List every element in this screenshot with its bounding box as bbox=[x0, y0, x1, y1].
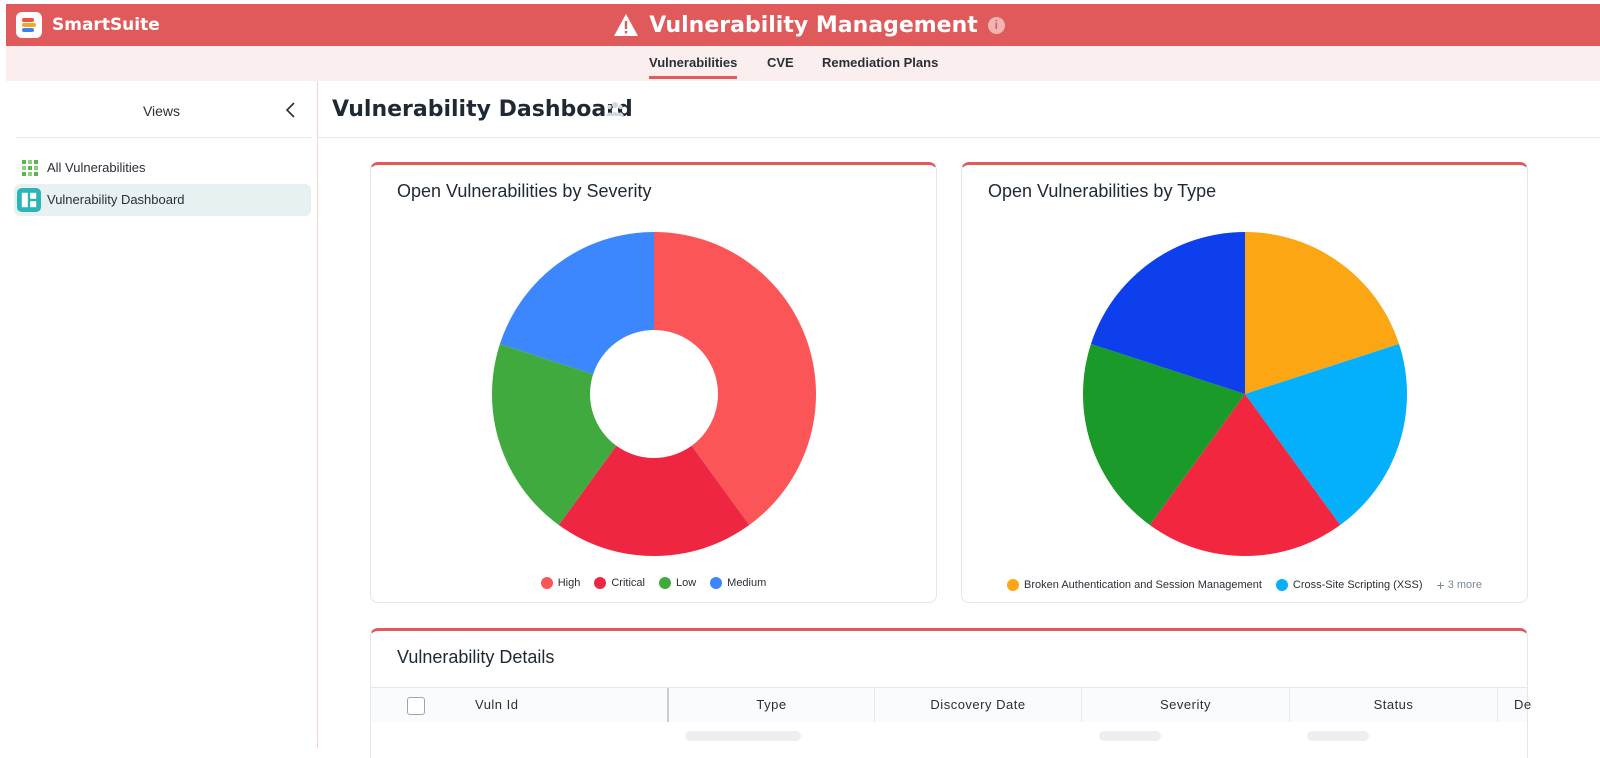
app-title: Vulnerability Management bbox=[649, 12, 978, 38]
column-header-type[interactable]: Type bbox=[667, 688, 874, 722]
column-header-description[interactable]: De bbox=[1497, 688, 1537, 722]
severity-tag-placeholder bbox=[1099, 731, 1161, 741]
pie-slice[interactable] bbox=[654, 232, 816, 526]
legend-label: Cross-Site Scripting (XSS) bbox=[1292, 579, 1423, 591]
legend-label: High bbox=[557, 577, 581, 589]
page-title: Vulnerability Dashboard bbox=[332, 97, 633, 122]
pie-slice[interactable] bbox=[492, 343, 617, 526]
legend-swatch bbox=[540, 577, 553, 589]
sidebar-item-label: All Vulnerabilities bbox=[47, 160, 146, 175]
legend-swatch bbox=[1007, 579, 1020, 591]
sidebar-item-all-vulnerabilities[interactable]: All Vulnerabilities bbox=[14, 152, 311, 184]
chart-title: Open Vulnerabilities by Type bbox=[988, 181, 1217, 201]
tab-remediation-plans[interactable]: Remediation Plans bbox=[822, 55, 939, 70]
brand-name[interactable]: SmartSuite bbox=[52, 15, 160, 35]
pie-slice[interactable] bbox=[1245, 232, 1400, 394]
type-pie-chart bbox=[1083, 232, 1407, 556]
legend-item[interactable]: Critical bbox=[594, 577, 645, 589]
type-chart-card: Open Vulnerabilities by Type Broken Auth… bbox=[961, 162, 1528, 603]
sidebar-item-label: Vulnerability Dashboard bbox=[47, 192, 185, 207]
people-icon[interactable] bbox=[606, 101, 624, 117]
column-header-status[interactable]: Status bbox=[1289, 688, 1497, 722]
pie-slice[interactable] bbox=[1083, 343, 1245, 526]
legend-swatch bbox=[710, 577, 723, 589]
app-header: SmartSuite Vulnerability Management i bbox=[6, 4, 1600, 46]
tab-bar: Vulnerabilities CVE Remediation Plans bbox=[6, 46, 1600, 81]
legend-item[interactable]: High bbox=[540, 577, 581, 589]
details-title: Vulnerability Details bbox=[397, 647, 555, 667]
legend-label: Low bbox=[675, 577, 697, 589]
legend-item[interactable]: Broken Authentication and Session Manage… bbox=[1007, 577, 1262, 593]
pie-slice[interactable] bbox=[499, 232, 654, 375]
column-header-severity[interactable]: Severity bbox=[1081, 688, 1289, 722]
legend-swatch bbox=[1275, 579, 1288, 591]
legend-item[interactable]: Medium bbox=[710, 577, 766, 589]
tab-cve[interactable]: CVE bbox=[767, 55, 794, 70]
severity-chart-card: Open Vulnerabilities by Severity High Cri… bbox=[370, 162, 937, 603]
warning-icon bbox=[614, 14, 639, 36]
legend-swatch bbox=[594, 577, 607, 589]
sidebar-divider bbox=[16, 137, 312, 138]
select-all-checkbox[interactable] bbox=[407, 697, 425, 715]
table-header: Vuln Id Type Discovery Date Severity Sta… bbox=[371, 687, 1531, 722]
pie-slice[interactable] bbox=[558, 445, 750, 556]
grid-icon bbox=[22, 160, 38, 176]
pie-slice[interactable] bbox=[1090, 232, 1245, 394]
legend-more-label: 3 more bbox=[1447, 579, 1482, 591]
tab-vulnerabilities[interactable]: Vulnerabilities bbox=[649, 55, 738, 79]
pie-slice[interactable] bbox=[1245, 343, 1407, 526]
legend-label: Medium bbox=[727, 577, 767, 589]
type-tag-placeholder bbox=[685, 731, 801, 741]
app-title-group: Vulnerability Management i bbox=[6, 4, 1600, 46]
severity-donut-chart bbox=[492, 232, 816, 556]
severity-legend: High Critical Low Medium bbox=[371, 577, 936, 589]
sidebar-title: Views bbox=[142, 103, 181, 119]
info-icon[interactable]: i bbox=[987, 16, 1005, 34]
views-sidebar: Views All Vulnerabilities Vulnerability … bbox=[6, 81, 318, 748]
column-header-vuln-id[interactable]: Vuln Id bbox=[475, 697, 519, 712]
smartsuite-logo-icon[interactable] bbox=[16, 12, 42, 38]
legend-label: Critical bbox=[611, 577, 645, 589]
vulnerability-details-card: Vulnerability Details Vuln Id Type Disco… bbox=[370, 628, 1531, 758]
legend-item[interactable]: Low bbox=[658, 577, 697, 589]
dashboard-icon bbox=[17, 188, 41, 212]
sidebar-item-vulnerability-dashboard[interactable]: Vulnerability Dashboard bbox=[14, 184, 311, 216]
chevron-left-icon[interactable] bbox=[284, 101, 298, 119]
type-legend: Broken Authentication and Session Manage… bbox=[962, 577, 1527, 593]
legend-label: Broken Authentication and Session Manage… bbox=[1024, 579, 1262, 591]
legend-item[interactable]: Cross-Site Scripting (XSS) bbox=[1275, 577, 1423, 593]
legend-swatch bbox=[658, 577, 671, 589]
plus-icon: + bbox=[1436, 577, 1445, 593]
status-tag-placeholder bbox=[1307, 731, 1369, 741]
pie-slice[interactable] bbox=[1149, 394, 1341, 556]
chart-title: Open Vulnerabilities by Severity bbox=[397, 181, 652, 201]
legend-more-button[interactable]: +3 more bbox=[1437, 577, 1482, 593]
main-header: Vulnerability Dashboard bbox=[318, 81, 1600, 138]
column-header-discovery-date[interactable]: Discovery Date bbox=[874, 688, 1081, 722]
